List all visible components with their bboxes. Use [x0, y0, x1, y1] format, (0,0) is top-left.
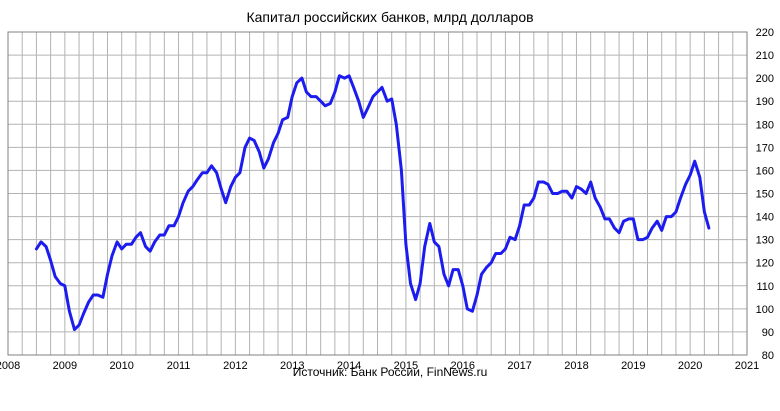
series-line	[34, 74, 711, 332]
y-tick-label: 170	[756, 142, 774, 154]
x-tick-label: 2020	[678, 360, 702, 372]
y-axis-tick-labels: 80 90 100 110 120 130 140 150 160 170 180 190 200 210…	[756, 27, 774, 362]
y-tick-label: 100	[756, 304, 774, 316]
y-tick-label: 90	[762, 327, 774, 339]
plot-frame	[7, 31, 748, 356]
y-tick-label: 210	[756, 50, 774, 62]
y-tick-label: 200	[756, 73, 774, 85]
y-tick-label: 180	[756, 119, 774, 131]
x-axis-tick-labels: 2008 2009 2010 2011 2012 2013 2014 2015 2016 2017…	[0, 360, 759, 372]
y-tick-label: 190	[756, 96, 774, 108]
x-tick-label: 2012	[223, 360, 247, 372]
x-tick-label: 2010	[109, 360, 133, 372]
x-tick-label: 2021	[735, 360, 759, 372]
x-tick-label: 2017	[507, 360, 531, 372]
x-tick-label: 2014	[337, 360, 361, 372]
y-tick-label: 160	[756, 165, 774, 177]
x-tick-label: 2013	[280, 360, 304, 372]
x-tick-label: 2019	[621, 360, 645, 372]
x-tick-label: 2015	[394, 360, 418, 372]
y-tick-label: 220	[756, 27, 774, 39]
x-tick-label: 2016	[451, 360, 475, 372]
chart-grid	[7, 31, 748, 356]
y-tick-label: 150	[756, 189, 774, 201]
x-tick-label: 2018	[564, 360, 588, 372]
x-tick-label: 2008	[0, 360, 20, 372]
y-tick-label: 130	[756, 235, 774, 247]
x-tick-label: 2009	[53, 360, 77, 372]
y-tick-label: 110	[756, 281, 774, 293]
source-note: Источник: Банк России, FinNews.ru	[293, 365, 488, 379]
x-tick-label: 2011	[167, 360, 191, 372]
chart-title: Капитал российских банков, млрд долларов	[246, 9, 533, 25]
y-tick-label: 140	[756, 212, 774, 224]
y-tick-label: 80	[762, 350, 774, 362]
y-tick-label: 120	[756, 258, 774, 270]
